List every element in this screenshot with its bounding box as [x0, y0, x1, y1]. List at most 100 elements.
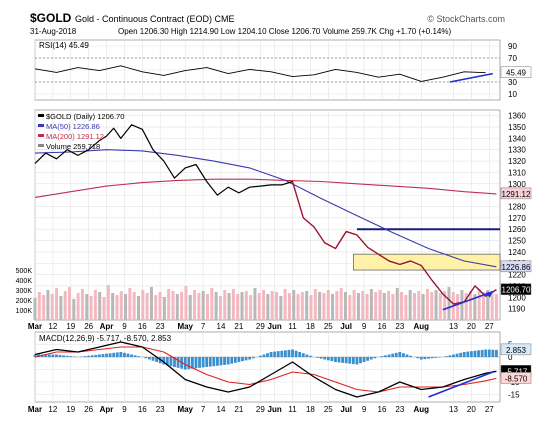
macd-histogram-bar: [244, 357, 248, 361]
macd-histogram-bar: [190, 357, 194, 369]
macd-histogram-bar: [491, 349, 495, 357]
volume-bar: [257, 293, 261, 320]
volume-bar: [425, 289, 429, 320]
macd-histogram-bar: [273, 351, 277, 357]
volume-bar: [223, 290, 227, 320]
price-x-tick-label: 21: [234, 322, 243, 331]
macd-histogram-bar: [212, 357, 216, 367]
price-legend-swatch: [38, 134, 44, 137]
price-tick-label: 1360: [508, 112, 526, 121]
macd-x-tick-label: 25: [324, 405, 333, 414]
price-x-tick-label: 20: [467, 322, 476, 331]
macd-histogram-bar: [294, 350, 298, 357]
volume-bar: [76, 293, 80, 320]
macd-x-tick-label: 9: [362, 405, 367, 414]
volume-bar: [111, 293, 115, 320]
macd-x-tick-label: 9: [122, 405, 127, 414]
price-x-tick-label: 29: [256, 322, 265, 331]
price-x-tick-label: Mar: [28, 322, 42, 331]
macd-histogram-bar: [230, 357, 234, 364]
macd-legend: MACD(12,26,9) -5.717, -8.570, 2.853: [39, 334, 172, 343]
macd-histogram-bar: [276, 351, 280, 357]
macd-histogram-bar: [69, 356, 73, 357]
macd-histogram-bar: [173, 357, 176, 367]
macd-histogram-bar: [473, 350, 477, 357]
ma200-value-label: 1291.12: [502, 190, 531, 199]
macd-histogram-bar: [55, 354, 58, 357]
volume-bar: [326, 290, 330, 320]
volume-bar: [42, 295, 46, 320]
macd-histogram-bar: [405, 354, 409, 357]
volume-bar: [292, 290, 296, 320]
macd-histogram-bar: [373, 357, 377, 359]
volume-tick-label: 100K: [16, 308, 33, 315]
volume-bar: [300, 292, 304, 320]
volume-bar: [37, 292, 41, 320]
volume-bar: [365, 294, 369, 320]
volume-bar: [270, 291, 274, 320]
price-tick-label: 1260: [508, 225, 526, 234]
volume-bar: [378, 290, 382, 320]
volume-bar: [361, 291, 365, 320]
price-x-tick-label: Jun: [268, 322, 282, 331]
volume-bar: [244, 291, 248, 320]
price-x-tick-label: 18: [306, 322, 315, 331]
volume-bar: [374, 292, 378, 320]
volume-tick-label: 200K: [16, 298, 33, 305]
macd-histogram-bar: [348, 357, 352, 364]
volume-bar: [481, 292, 485, 320]
macd-histogram-bar: [323, 357, 327, 360]
volume-bar: [124, 294, 128, 320]
macd-histogram-bar: [280, 350, 284, 357]
price-legend-item: $GOLD (Daily) 1206.70: [46, 112, 124, 121]
macd-histogram-bar: [419, 357, 423, 360]
macd-x-tick-label: 19: [66, 405, 75, 414]
macd-histogram-bar: [495, 349, 498, 357]
volume-bar: [175, 294, 179, 320]
volume-bar: [352, 290, 356, 320]
macd-x-tick-label: 21: [234, 405, 243, 414]
price-legend-item: MA(200) 1291.12: [46, 132, 104, 141]
macd-histogram-bar: [183, 357, 187, 370]
macd-x-tick-label: 16: [378, 405, 387, 414]
volume-bar: [115, 295, 119, 320]
volume-bar: [236, 294, 240, 320]
price-tick-label: 1270: [508, 214, 526, 223]
volume-bar: [460, 290, 464, 320]
macd-histogram-bar: [44, 354, 48, 357]
macd-histogram-bar: [444, 356, 448, 357]
macd-value: -5.717: [505, 367, 528, 376]
close-value-label-box: [500, 283, 532, 295]
volume-bar: [287, 293, 291, 320]
ohlc-summary: Open 1206.30 High 1214.90 Low 1204.10 Cl…: [118, 27, 451, 36]
volume-bar: [305, 291, 309, 320]
rsi-tick-label: 70: [508, 54, 517, 63]
price-x-tick-label: 9: [362, 322, 367, 331]
volume-bar: [408, 290, 412, 320]
macd-histogram-bar: [330, 357, 334, 362]
macd-histogram-bar: [344, 357, 348, 364]
price-arrow-head: [485, 291, 493, 298]
consolidation-box: [352, 253, 501, 271]
volume-bar: [89, 296, 93, 320]
volume-bar: [98, 292, 102, 320]
macd-histogram-bar: [469, 351, 473, 357]
price-x-tick-label: 26: [84, 322, 93, 331]
volume-bar: [205, 294, 209, 320]
macd-x-tick-label: 12: [48, 405, 57, 414]
volume-bar: [404, 295, 408, 320]
volume-bar: [339, 288, 343, 320]
volume-bar: [227, 293, 231, 320]
macd-histogram-bar: [262, 354, 266, 357]
volume-bar: [193, 290, 197, 320]
volume-bar: [149, 287, 153, 320]
macd-x-tick-label: 23: [395, 405, 404, 414]
volume-bar: [331, 294, 335, 320]
macd-histogram-bar: [384, 355, 387, 357]
macd-histogram-bar: [427, 357, 430, 359]
price-tick-label: 1240: [508, 248, 526, 257]
rsi-value-label: 45.49: [506, 69, 527, 78]
volume-bar: [274, 292, 278, 320]
close-value-label: 1206.70: [502, 286, 531, 295]
macd-panel: -15-10-505MACD(12,26,9) -5.717, -8.570, …: [33, 331, 532, 403]
